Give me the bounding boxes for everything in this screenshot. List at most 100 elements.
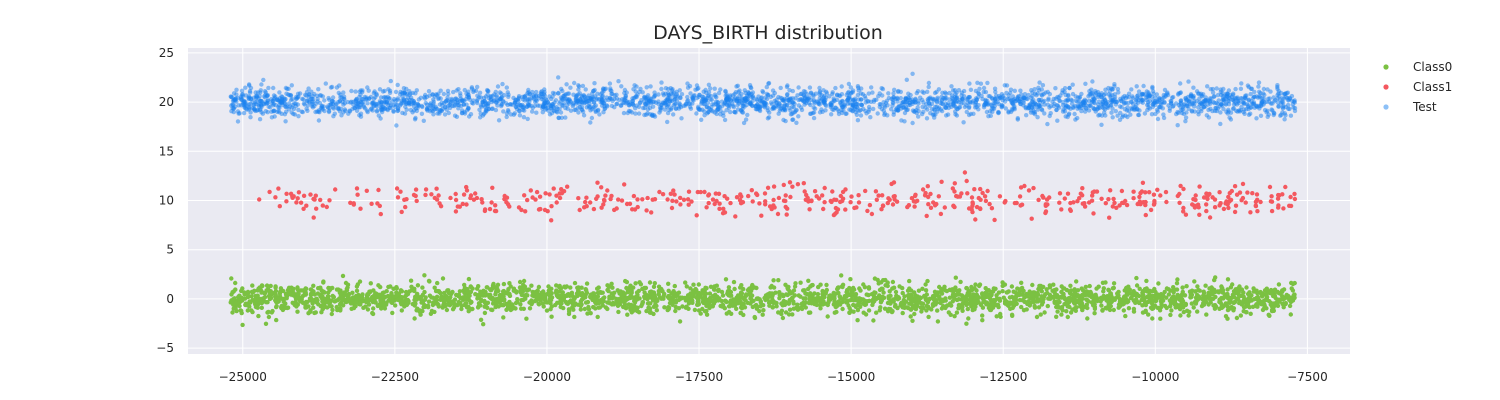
data-point [791,306,796,311]
data-point [724,311,729,316]
data-point [1138,190,1143,196]
data-point [1139,297,1144,302]
data-point [432,285,437,290]
data-point [359,293,364,298]
data-point [1262,305,1267,310]
data-point [850,291,856,296]
data-point [484,285,489,290]
data-point [340,273,346,279]
data-point [1292,196,1298,202]
data-point [492,208,498,214]
data-point [320,307,325,312]
data-point [1151,192,1157,197]
data-point [490,185,495,190]
data-point [1090,193,1095,198]
data-point [628,294,634,300]
data-point [1218,296,1224,302]
data-point [925,278,930,284]
data-point [370,310,375,316]
data-point [1123,95,1129,101]
data-point [743,298,748,303]
data-point [568,285,573,290]
data-point [475,286,480,291]
data-point [942,205,947,210]
data-point [1099,297,1105,302]
data-point [544,308,550,313]
data-point [468,299,474,304]
data-point [928,191,933,197]
data-point [561,296,567,301]
data-point [354,300,359,305]
data-point [369,296,374,301]
data-point [301,101,307,106]
data-point [656,292,661,297]
data-point [880,193,885,198]
data-point [360,299,365,304]
data-point [507,204,512,209]
data-point [847,285,852,291]
data-point [701,300,706,306]
data-point [462,87,467,93]
data-point [788,194,793,200]
data-point [768,285,773,290]
data-point [581,294,586,299]
data-point [1096,284,1101,289]
data-point [348,200,353,205]
data-point [1201,290,1207,296]
data-point [911,199,917,204]
data-point [985,188,990,194]
data-point [568,85,573,90]
data-point [463,301,469,306]
data-point [956,302,962,308]
data-point [1280,289,1285,294]
data-point [304,203,309,208]
data-point [331,294,336,300]
data-point [313,299,319,304]
data-point [1069,292,1075,297]
data-point [807,295,813,301]
data-point [848,277,853,282]
data-point [799,306,805,312]
data-point [1178,81,1183,86]
data-point [862,285,868,290]
data-point [556,75,561,80]
data-point [872,290,877,295]
data-point [831,212,837,218]
data-point [1212,277,1217,283]
data-point [858,113,864,118]
data-point [1106,303,1111,308]
data-point [774,304,779,309]
data-point [458,91,463,96]
data-point [1117,117,1123,123]
data-point [888,293,893,298]
data-point [1051,282,1056,287]
data-point [584,204,589,209]
data-point [1141,289,1147,294]
data-point [336,296,342,302]
data-point [1171,290,1176,295]
data-point [1177,191,1182,197]
data-point [1090,79,1095,84]
data-point [243,301,249,306]
data-point [776,195,782,201]
data-point [891,194,896,199]
data-point [599,205,604,210]
data-point [289,83,294,88]
data-point [1111,281,1117,286]
data-point [406,300,411,305]
data-point [972,299,977,304]
data-point [642,95,647,100]
data-point [600,303,605,308]
data-point [915,297,920,302]
data-point [1172,300,1178,305]
data-point [247,299,252,304]
data-point [467,114,472,119]
data-point [691,291,696,296]
data-point [1163,189,1169,195]
data-point [743,117,749,122]
data-point [880,86,886,92]
data-point [588,311,593,316]
data-point [950,88,956,93]
data-point [482,310,488,316]
data-point [276,186,281,191]
